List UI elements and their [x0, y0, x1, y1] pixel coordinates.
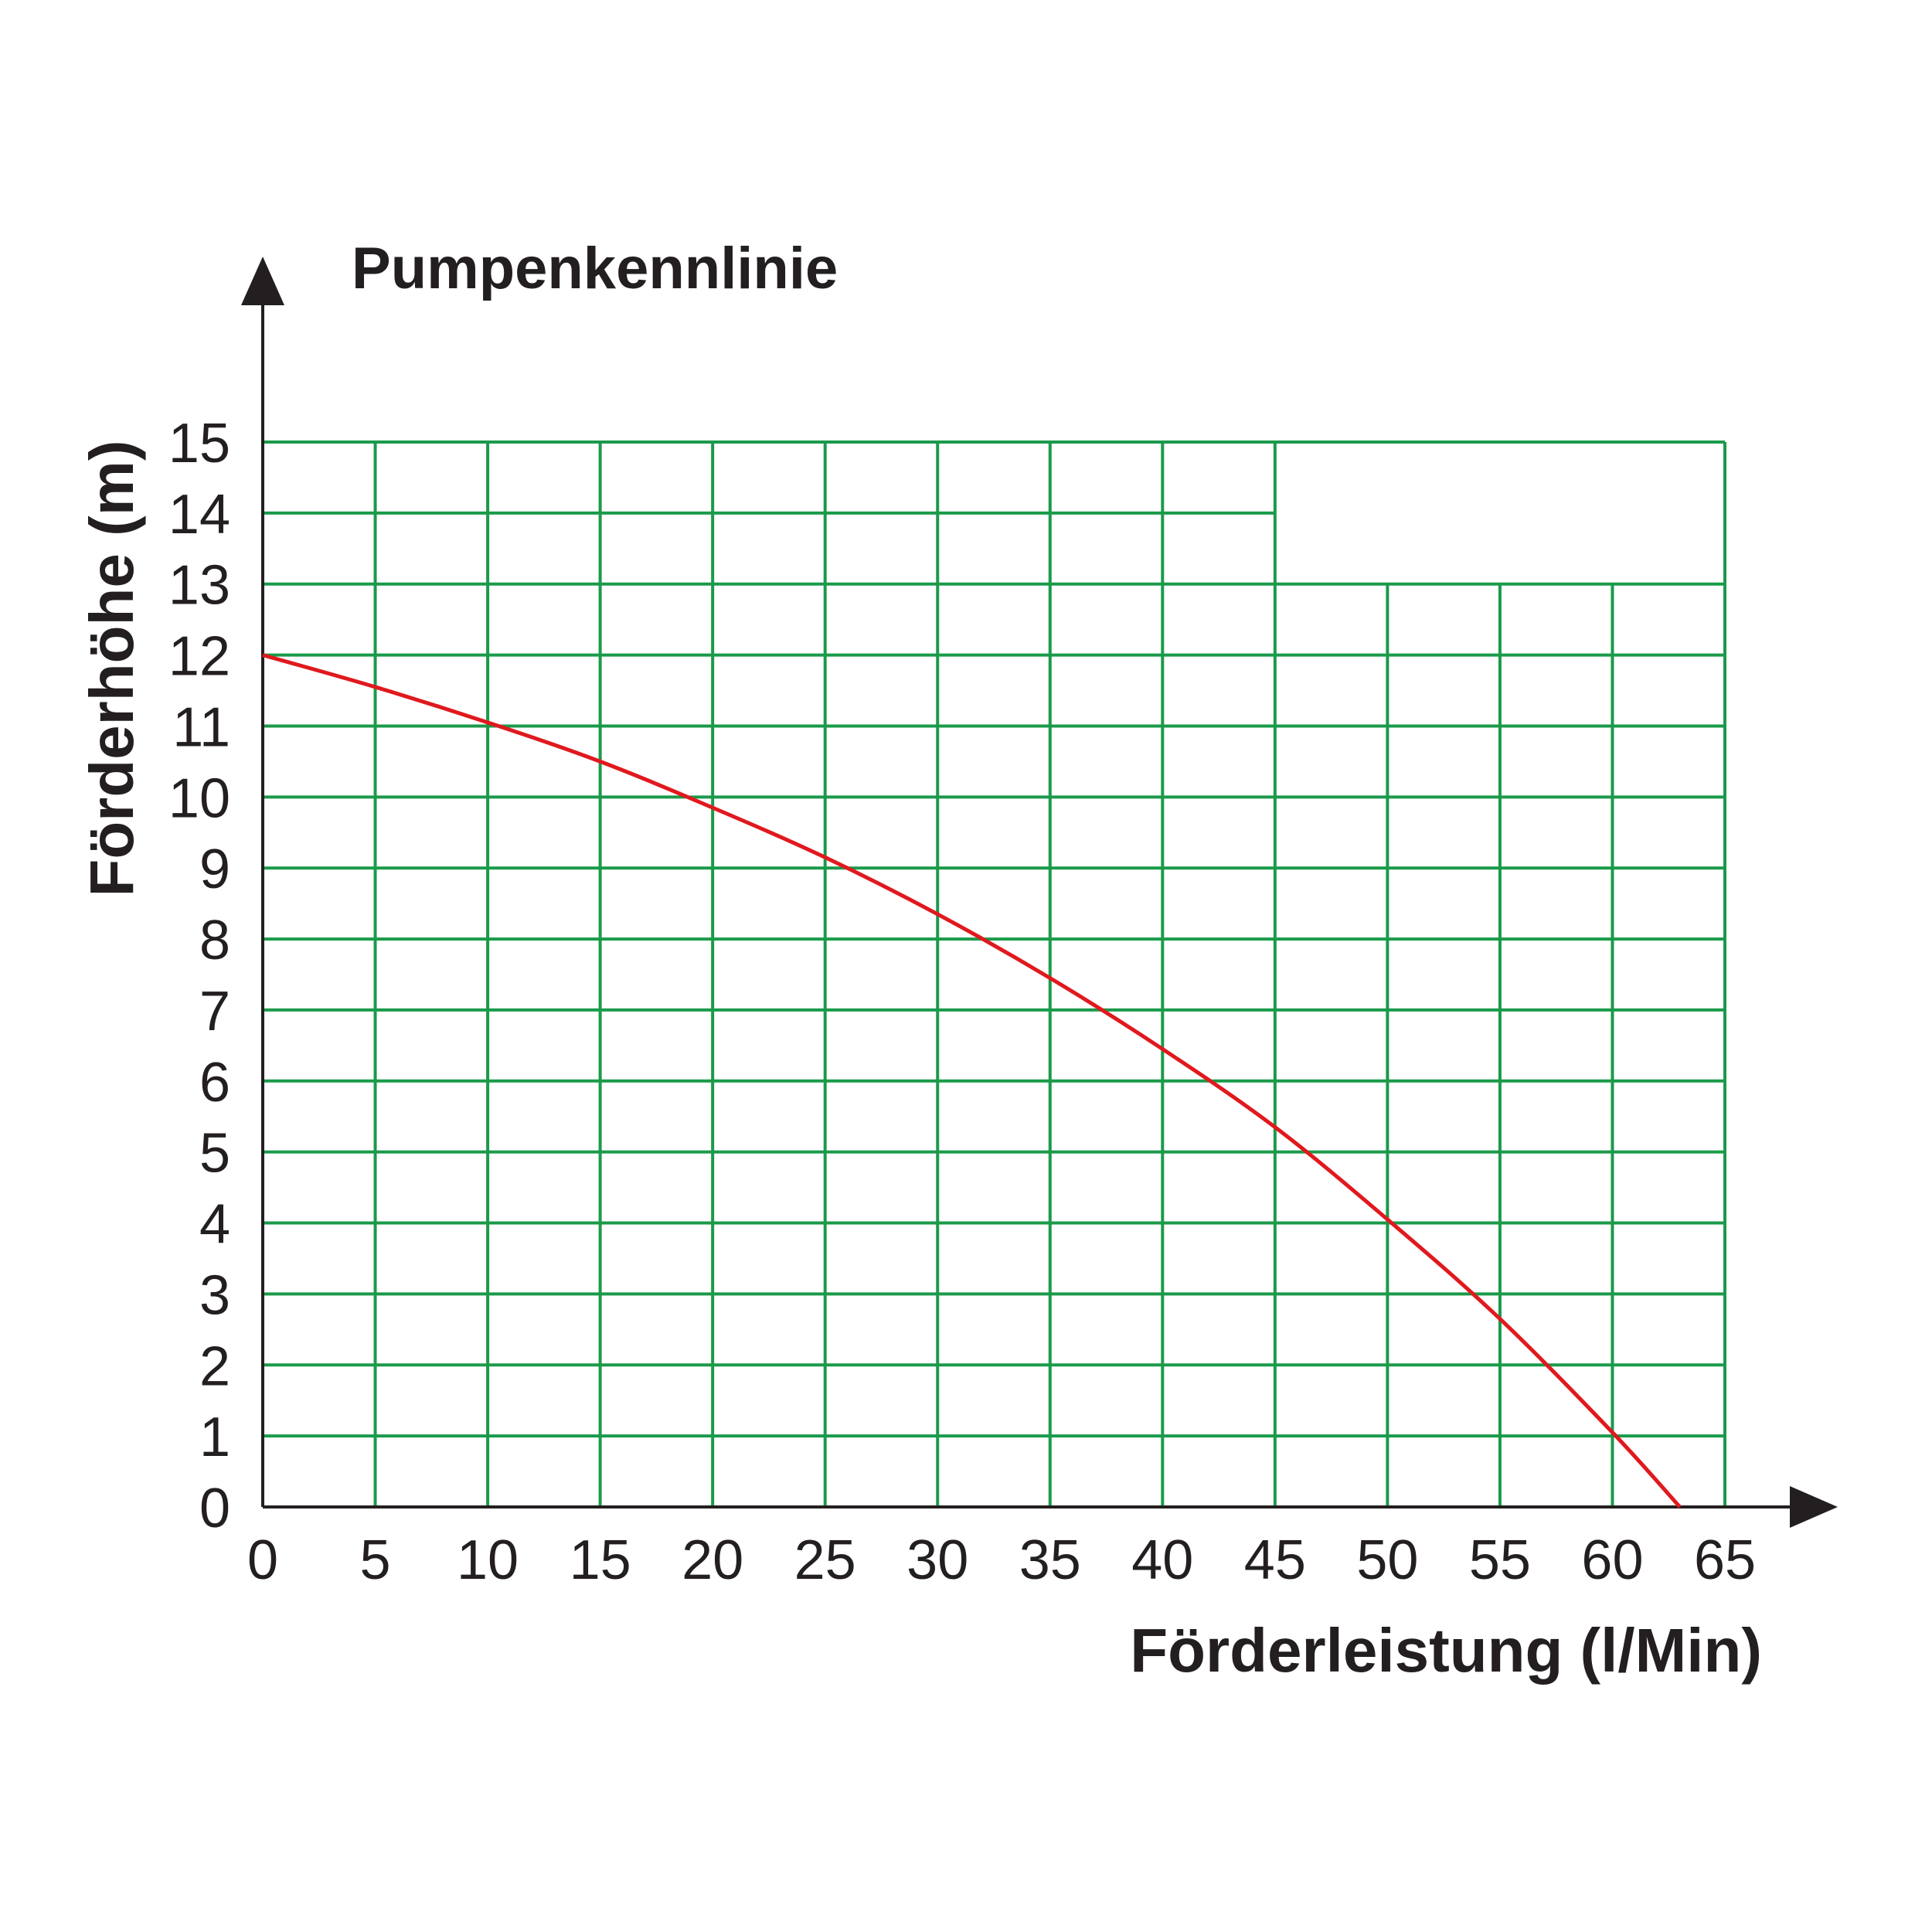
- y-tick-label: 0: [199, 1478, 230, 1539]
- chart-title: Pumpenkennlinie: [352, 236, 838, 301]
- y-tick-label: 11: [172, 696, 230, 758]
- x-axis-arrow-icon: [1790, 1486, 1838, 1528]
- y-tick-label: 12: [168, 626, 230, 688]
- x-tick-label: 55: [1469, 1529, 1531, 1591]
- axes: [241, 257, 1838, 1528]
- x-tick-label: 45: [1244, 1529, 1306, 1591]
- y-tick-label: 14: [168, 484, 230, 546]
- x-tick-label: 60: [1581, 1529, 1643, 1591]
- y-axis-arrow-icon: [241, 257, 284, 305]
- x-tick-label: 10: [457, 1529, 519, 1591]
- x-tick-label: 35: [1019, 1529, 1081, 1591]
- x-tick-label: 25: [794, 1529, 856, 1591]
- y-tick-label: 9: [199, 838, 230, 900]
- x-tick-label: 5: [360, 1529, 391, 1591]
- y-tick-label: 1: [199, 1406, 230, 1468]
- pump-curve-line: [262, 653, 1682, 1509]
- x-axis-label: Förderleistung (l/Min): [1130, 1616, 1762, 1685]
- y-tick-label: 6: [199, 1052, 230, 1114]
- y-tick-label: 7: [199, 981, 230, 1043]
- x-tick-label: 65: [1694, 1529, 1756, 1591]
- y-tick-label: 4: [199, 1194, 230, 1256]
- x-tick-label: 15: [570, 1529, 631, 1591]
- y-tick-label: 3: [199, 1264, 230, 1326]
- y-tick-label: 10: [168, 767, 230, 829]
- y-axis-label: Förderhöhe (m): [77, 440, 146, 896]
- y-tick-label: 2: [199, 1335, 230, 1397]
- x-tick-label: 50: [1356, 1529, 1418, 1591]
- y-tick-label: 8: [199, 910, 230, 971]
- x-tick-labels: 0 5 10 15 20 25 30 35 40 45 50 55 60 65: [247, 1529, 1756, 1591]
- grid: [263, 440, 1726, 1507]
- y-tick-label: 13: [168, 555, 230, 617]
- curve-group: [262, 653, 1682, 1509]
- y-tick-label: 15: [168, 413, 230, 474]
- y-tick-label: 5: [199, 1123, 230, 1185]
- x-tick-label: 0: [247, 1529, 278, 1591]
- x-tick-label: 30: [906, 1529, 968, 1591]
- x-tick-label: 40: [1131, 1529, 1193, 1591]
- x-tick-label: 20: [682, 1529, 743, 1591]
